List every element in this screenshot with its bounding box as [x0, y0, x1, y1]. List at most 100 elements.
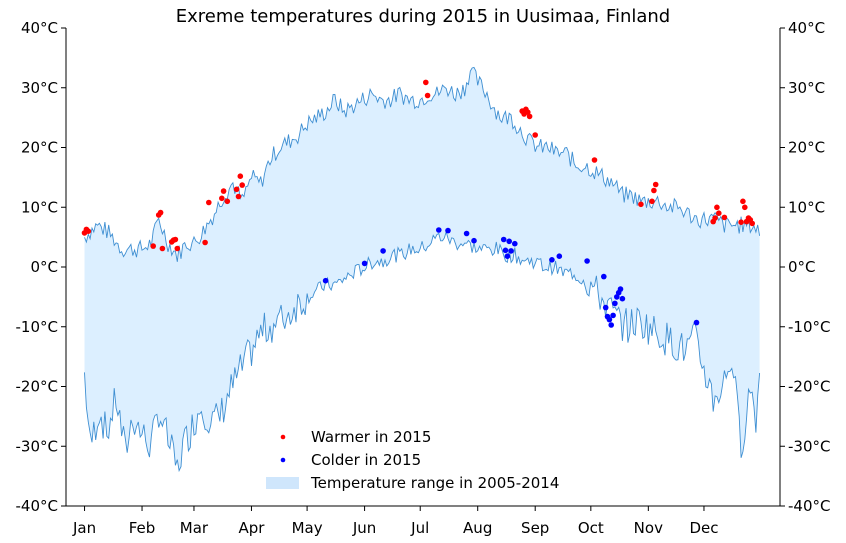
range-fill-area — [84, 67, 760, 471]
warmer-point — [591, 157, 598, 163]
colder-point — [614, 294, 620, 300]
x-tick-label: Jan — [72, 519, 96, 537]
y-tick-label-left: 20°C — [21, 139, 58, 157]
warmer-point — [224, 198, 231, 205]
warmer-point — [423, 79, 429, 86]
colder-point — [322, 277, 329, 284]
y-tick-label-left: -30°C — [16, 437, 58, 455]
warmer-point — [206, 199, 212, 206]
y-tick-label-right: 10°C — [788, 198, 825, 216]
warmer-point — [638, 201, 644, 208]
legend-warmer-label: Warmer in 2015 — [311, 428, 431, 446]
colder-point — [500, 236, 507, 243]
x-tick-label: Dec — [689, 519, 718, 537]
y-tick-label-right: 30°C — [788, 79, 825, 97]
legend-range-label: Temperature range in 2005-2014 — [310, 474, 559, 492]
warmer-point — [159, 245, 166, 252]
legend-range-swatch — [266, 477, 299, 489]
legend: Warmer in 2015 Colder in 2015 Temperature … — [266, 428, 559, 492]
warmer-point — [219, 195, 225, 202]
x-tick-label: Nov — [634, 519, 663, 537]
y-tick-label-right: -20°C — [788, 378, 830, 396]
warmer-point — [716, 210, 722, 216]
x-tick-label: Aug — [463, 519, 492, 537]
warmer-point — [172, 236, 179, 243]
colder-point — [610, 312, 616, 319]
legend-warmer-marker — [280, 434, 286, 440]
warmer-point — [220, 188, 227, 194]
colder-point — [512, 240, 518, 247]
warmer-point — [721, 214, 728, 221]
colder-point — [445, 227, 451, 234]
x-tick-label: May — [292, 519, 323, 537]
legend-colder-label: Colder in 2015 — [311, 451, 421, 469]
axes: -40°C -40°C -30°C -30°C -20°C -20°C -10°C -10°C… — [16, 19, 831, 537]
colder-point — [361, 260, 368, 267]
warmer-point — [150, 243, 156, 249]
x-tick-label: Sep — [521, 519, 549, 537]
colder-point — [606, 316, 613, 323]
y-tick-label-left: 0°C — [30, 258, 58, 276]
warmer-point — [526, 113, 533, 120]
y-tick-label-left: -10°C — [16, 318, 58, 336]
x-tick-label: Jul — [410, 519, 429, 537]
colder-point — [506, 238, 512, 245]
colder-point — [617, 286, 624, 292]
warmer-point — [237, 173, 244, 179]
colder-point — [463, 230, 470, 237]
y-tick-label-right: 40°C — [788, 19, 825, 37]
chart-title: Exreme temperatures during 2015 in Uusim… — [176, 6, 670, 27]
colder-point — [508, 248, 514, 254]
y-tick-label-left: 30°C — [21, 79, 58, 97]
x-tick-label: Oct — [578, 519, 604, 537]
y-tick-label-right: -10°C — [788, 318, 830, 336]
colder-point — [608, 322, 614, 328]
y-tick-label-left: 40°C — [21, 19, 58, 37]
colder-point — [602, 304, 609, 311]
colder-point — [612, 300, 618, 307]
warmer-point — [235, 193, 242, 200]
colder-point — [556, 253, 563, 259]
x-tick-label: Feb — [129, 519, 156, 537]
colder-point — [436, 227, 442, 233]
x-tick-label: Mar — [180, 519, 209, 537]
warmer-point — [174, 245, 181, 252]
warmer-point — [525, 109, 531, 115]
range-high-line — [84, 66, 761, 262]
warmer-point — [714, 204, 720, 211]
warmer-point — [532, 132, 538, 138]
warmer-point — [649, 198, 655, 205]
y-tick-label-right: 0°C — [788, 258, 816, 276]
colder-point — [471, 237, 477, 244]
warmer-point — [202, 239, 208, 246]
colder-point — [502, 247, 509, 254]
y-tick-label-left: -40°C — [16, 497, 58, 515]
x-tick-label: Jun — [352, 519, 376, 537]
warmer-point — [712, 215, 718, 221]
warmer-point — [749, 220, 755, 227]
colder-point — [504, 253, 511, 259]
range-low-line — [84, 230, 761, 473]
colder-point — [549, 257, 555, 263]
warmer-point — [233, 186, 240, 193]
colder-point — [584, 258, 590, 264]
warmer-point — [85, 228, 92, 234]
warmer-point — [239, 182, 245, 188]
legend-colder-marker — [280, 457, 286, 463]
colder-point — [380, 248, 386, 254]
y-tick-label-right: 20°C — [788, 139, 825, 157]
x-tick-label: Apr — [238, 519, 265, 537]
colder-point — [619, 295, 626, 302]
warmer-point — [424, 92, 431, 99]
y-tick-label-right: -40°C — [788, 497, 830, 515]
warmer-point — [738, 219, 744, 225]
warmer-point — [651, 187, 657, 194]
warmer-point — [742, 204, 748, 211]
warmer-point — [740, 198, 746, 205]
y-tick-label-right: -30°C — [788, 437, 830, 455]
warmer-point — [652, 181, 659, 188]
y-tick-label-left: 10°C — [21, 198, 58, 216]
warmer-point — [157, 209, 164, 216]
y-tick-label-left: -20°C — [16, 378, 58, 396]
